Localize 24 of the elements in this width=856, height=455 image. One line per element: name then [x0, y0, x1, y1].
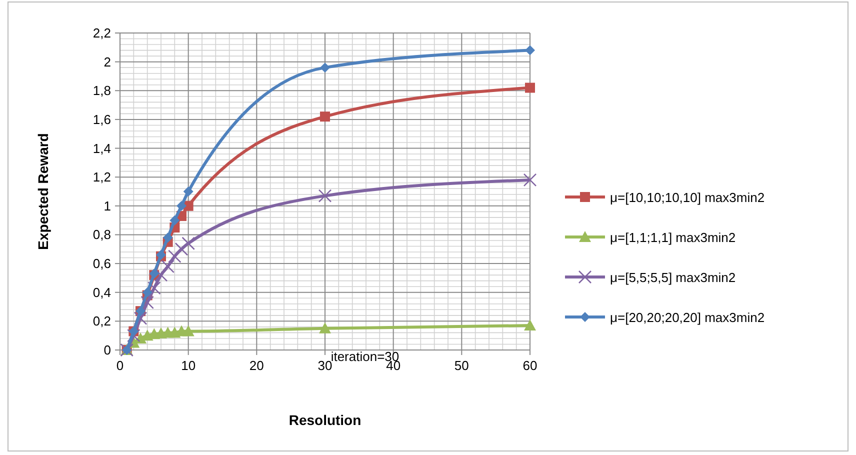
x-tick-label: 20: [249, 358, 264, 373]
y-axis-title: Expected Reward: [35, 133, 51, 250]
x-tick-label: 30: [318, 358, 332, 373]
x-axis-title: Resolution: [288, 412, 362, 428]
x-tick-label: 60: [522, 358, 538, 373]
x-tick-label: 10: [181, 358, 196, 373]
y-tick-label: 0: [104, 342, 111, 358]
y-tick-label: 1,8: [92, 83, 111, 98]
y-tick-label: 0,8: [92, 227, 111, 242]
y-tick-label: 0,6: [92, 256, 111, 272]
legend-label: μ=[10,10;10,10] max3min2: [610, 190, 765, 205]
y-tick-label: 1,6: [92, 112, 111, 127]
y-tick-label: 1,2: [92, 170, 111, 185]
legend-label: μ=[20,20;20,20] max3min2: [610, 310, 765, 325]
legend-label: μ=[5,5;5,5] max3min2: [610, 270, 736, 285]
x-tick-label: 50: [454, 358, 469, 373]
y-tick-label: 1,4: [92, 140, 111, 156]
legend-label: μ=[1,1;1,1] max3min2: [610, 230, 736, 245]
y-tick-label: 1: [104, 198, 111, 214]
x-tick-label: 0: [116, 358, 124, 373]
y-tick-label: 2: [104, 54, 111, 70]
y-tick-label: 2,2: [92, 26, 111, 40]
y-tick-label: 0,4: [92, 284, 111, 300]
y-tick-label: 0,2: [92, 314, 111, 329]
